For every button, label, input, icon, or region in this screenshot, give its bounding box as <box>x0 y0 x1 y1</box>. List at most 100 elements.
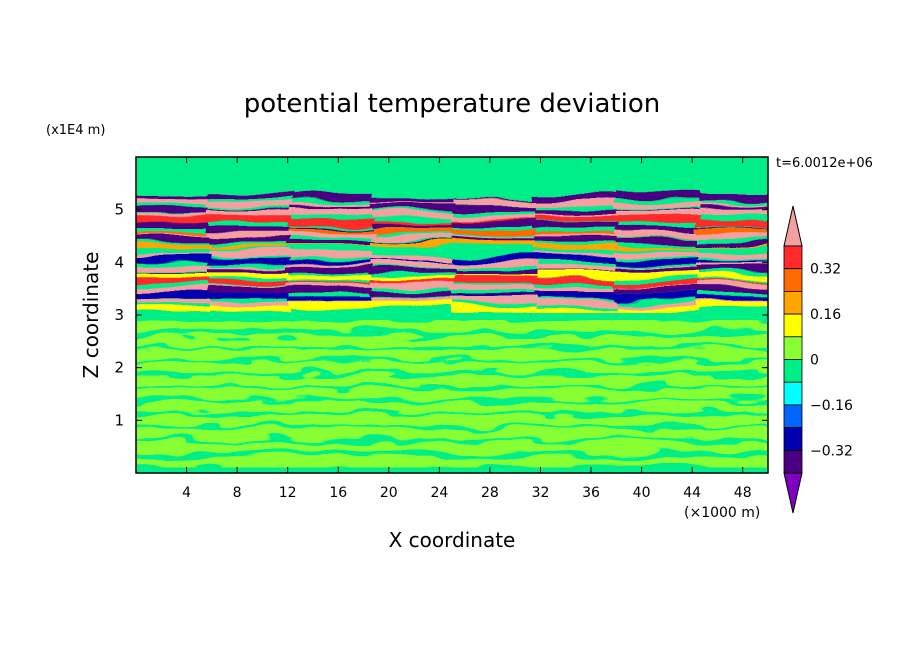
contour-band <box>615 293 699 300</box>
lower-field-stripe <box>136 441 768 452</box>
colorbar-segment <box>783 313 803 338</box>
plot-area <box>136 157 768 473</box>
contour-band <box>615 304 699 311</box>
contour-band <box>452 193 536 200</box>
colorbar-segment <box>783 359 803 383</box>
contour-band <box>370 246 454 253</box>
lower-field-stripe <box>136 415 768 426</box>
contour-band <box>370 281 454 288</box>
y-tick-label: 4 <box>114 253 124 271</box>
contour-band <box>289 301 373 308</box>
x-tick-label: 44 <box>683 485 701 501</box>
chart-title: potential temperature deviation <box>244 89 660 119</box>
contour-band <box>370 297 454 304</box>
x-tick-label: 48 <box>734 485 752 501</box>
lower-field-stripe <box>136 457 768 468</box>
x-tick-label: 8 <box>233 485 242 501</box>
x-tick-label: 32 <box>532 485 550 501</box>
contour-band <box>696 287 768 294</box>
contour-band <box>452 261 536 268</box>
contour-band <box>289 261 373 268</box>
contour-band <box>696 253 768 260</box>
lower-field-stripe <box>136 362 768 373</box>
colorbar-segment <box>783 245 803 270</box>
contour-band <box>533 208 617 215</box>
contour-band <box>289 296 373 303</box>
lower-field-stripe <box>136 428 768 439</box>
contour-band <box>370 234 454 240</box>
contour-band <box>370 203 454 210</box>
contour-band <box>289 227 373 234</box>
band-layer <box>136 189 768 313</box>
contour-band <box>370 256 454 263</box>
lower-field-stripe <box>136 401 768 412</box>
contour-band <box>370 211 454 218</box>
contour-band <box>136 235 210 242</box>
contour-band <box>533 194 617 201</box>
contour-band <box>370 241 454 248</box>
contour-band <box>207 268 291 275</box>
contour-band <box>136 255 210 262</box>
contour-band <box>452 240 536 247</box>
contour-band <box>696 231 768 237</box>
contour-band <box>289 283 373 290</box>
colorbar: 0.32 0.16 0 −0.16 −0.32 <box>783 205 853 514</box>
contour-band <box>615 230 699 237</box>
contour-band <box>136 307 210 313</box>
contour-band <box>533 298 617 305</box>
contour-band <box>136 291 210 298</box>
contour-band <box>207 287 291 294</box>
colorbar-tick-label: −0.16 <box>810 398 853 414</box>
contour-band <box>289 265 373 272</box>
contour-band <box>452 205 536 211</box>
contour-band <box>452 228 536 235</box>
x-tick-label: 40 <box>633 485 651 501</box>
contour-band <box>370 301 454 308</box>
x-tick-label: 20 <box>380 485 398 501</box>
contour-band <box>533 235 617 242</box>
contour-band <box>207 305 291 312</box>
contour-band <box>615 271 699 278</box>
contour-band <box>696 209 768 215</box>
contour-band <box>533 265 617 272</box>
contour-band <box>207 236 291 243</box>
contour-band <box>615 216 699 222</box>
lower-field-stripe <box>136 320 768 331</box>
contour-band <box>136 264 210 271</box>
contour-band <box>696 189 768 195</box>
contour-band <box>452 199 536 205</box>
contour-band <box>533 291 617 298</box>
x-tick-label: 4 <box>182 485 191 501</box>
colorbar-extend-high <box>783 205 803 247</box>
contour-band <box>136 277 210 284</box>
contour-band <box>696 246 768 252</box>
contour-band <box>207 225 291 232</box>
contour-band <box>452 276 536 283</box>
y-axis-unit: (x1E4 m) <box>46 123 105 138</box>
colorbar-tick-label: −0.32 <box>810 443 853 459</box>
contour-band <box>289 230 373 237</box>
contour-band <box>136 298 210 304</box>
colorbar-tick-label: 0 <box>810 353 819 369</box>
colorbar-segment <box>783 268 803 292</box>
lower-field-stripe <box>136 336 768 347</box>
contour-band <box>452 250 536 257</box>
contour-band <box>696 301 768 308</box>
time-label: t=6.0012e+06 <box>776 156 873 171</box>
colorbar-extend-low <box>783 472 803 514</box>
contour-band <box>289 195 373 202</box>
contour-band <box>696 226 768 233</box>
lower-field-stripe <box>136 388 768 399</box>
contour-band <box>533 215 617 222</box>
contour-band <box>207 210 291 217</box>
x-tick-label: 36 <box>582 485 600 501</box>
contour-band <box>452 295 536 302</box>
contour-band <box>289 252 373 259</box>
y-axis-label: Z coordinate <box>79 252 103 379</box>
colorbar-tick-label: 0.32 <box>810 262 841 278</box>
contour-band <box>136 198 210 205</box>
contour-band <box>207 251 291 258</box>
contour-band <box>696 196 768 202</box>
x-tick-label: 28 <box>481 485 499 501</box>
contour-band <box>452 271 536 278</box>
